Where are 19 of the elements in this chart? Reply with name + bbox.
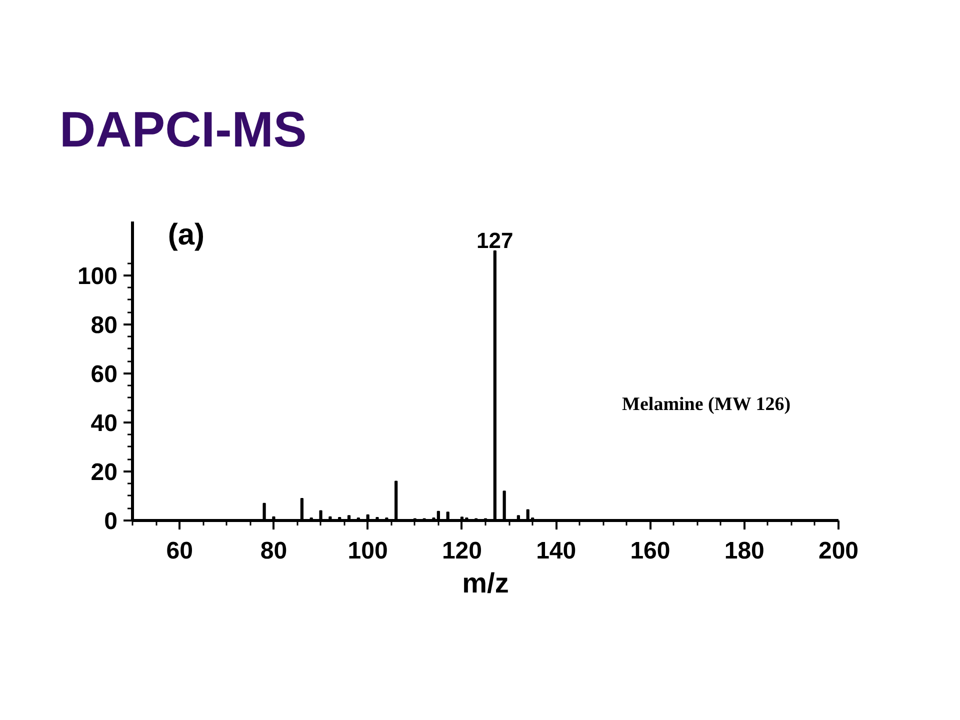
x-tick-label: 100 xyxy=(348,538,388,564)
x-tick-label: 60 xyxy=(166,538,193,564)
x-tick-label: 180 xyxy=(724,538,764,564)
y-tick-label: 60 xyxy=(90,360,118,388)
y-tick-label: 0 xyxy=(104,508,118,535)
x-tick-label: 160 xyxy=(630,538,670,564)
x-tick-label: 200 xyxy=(818,538,859,564)
y-tick-label: 80 xyxy=(90,312,118,339)
annotation: Melamine (MW 126) xyxy=(622,394,791,415)
y-tick-label: 100 xyxy=(77,262,118,290)
x-tick-label: 80 xyxy=(260,538,288,564)
y-tick-label: 20 xyxy=(90,458,118,486)
x-tick-label: 140 xyxy=(536,538,576,564)
x-axis-title: m/z xyxy=(462,568,509,598)
annotation: 127 xyxy=(476,228,514,253)
chart-title: DAPCI-MS xyxy=(60,102,307,158)
annotation: (a) xyxy=(168,218,204,252)
x-tick-label: 120 xyxy=(442,538,482,564)
y-tick-label: 40 xyxy=(90,410,118,437)
